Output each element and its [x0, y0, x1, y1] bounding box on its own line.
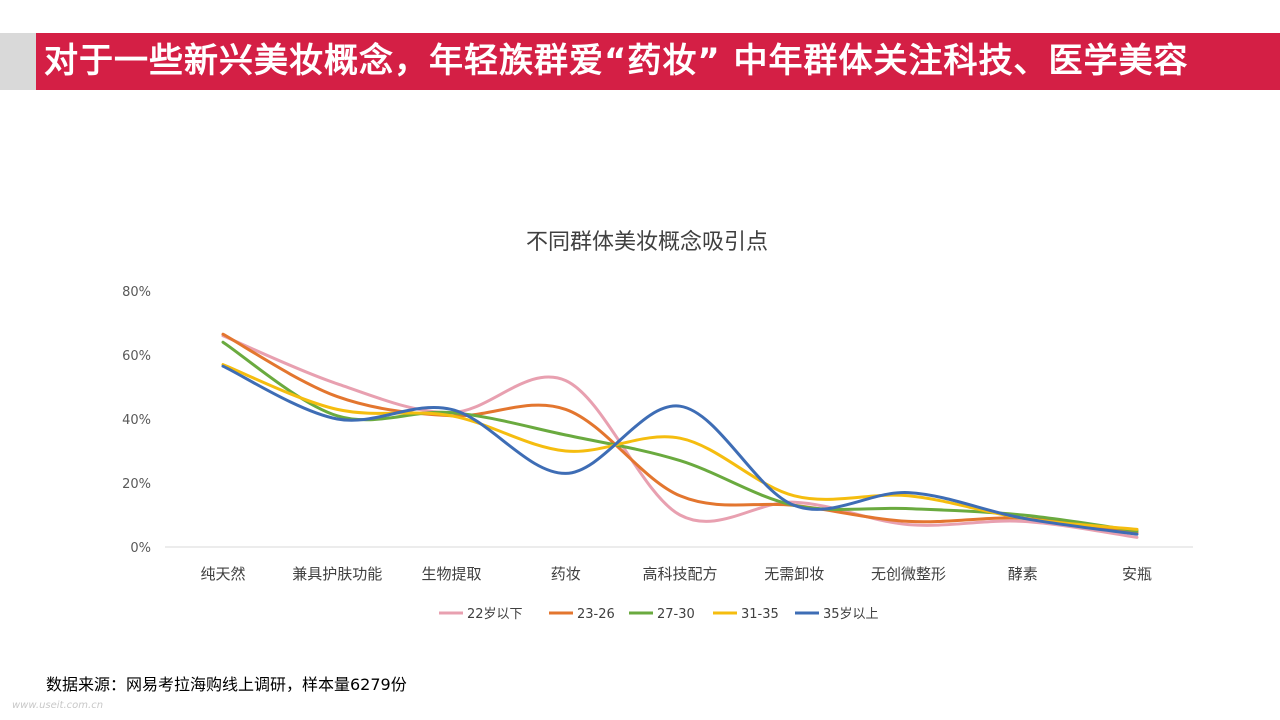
page-title: 对于一些新兴美妆概念，年轻族群爱“药妆” 中年群体关注科技、医学美容 — [44, 41, 1189, 81]
x-tick-label: 纯天然 — [200, 565, 245, 583]
legend-label: 22岁以下 — [467, 607, 523, 622]
watermark: www.useit.com.cn — [12, 700, 104, 711]
x-tick-label: 药妆 — [551, 565, 581, 583]
legend-label: 31-35 — [741, 607, 779, 622]
legend-label: 23-26 — [577, 607, 615, 622]
legend-label: 27-30 — [657, 607, 695, 622]
x-tick-label: 生物提取 — [421, 565, 481, 583]
chart-title: 不同群体美妆概念吸引点 — [526, 230, 768, 255]
series-line — [221, 332, 1139, 535]
data-source-note: 数据来源：网易考拉海购线上调研，样本量6279份 — [46, 675, 407, 694]
y-tick-label: 40% — [122, 413, 151, 428]
x-tick-label: 无创微整形 — [871, 565, 946, 583]
x-axis: 纯天然 兼具护肤功能 生物提取 药妆 高科技配方 无需卸妆 无创微整形 酵素 安瓶 — [200, 565, 1152, 583]
series-line — [221, 340, 1139, 533]
x-tick-label: 酵素 — [1008, 565, 1038, 583]
y-axis: 0% 20% 40% 60% 80% — [122, 285, 151, 556]
legend-label: 35岁以上 — [823, 607, 879, 622]
x-tick-label: 兼具护肤功能 — [292, 565, 382, 583]
y-tick-label: 20% — [122, 477, 151, 492]
header-accent-block — [0, 33, 36, 90]
series-line — [221, 364, 1139, 536]
x-tick-label: 安瓶 — [1122, 565, 1152, 583]
x-tick-label: 无需卸妆 — [764, 565, 824, 583]
chart-series — [221, 332, 1139, 539]
header-bar: 对于一些新兴美妆概念，年轻族群爱“药妆” 中年群体关注科技、医学美容 — [36, 33, 1280, 90]
chart-legend: 22岁以下 23-26 27-30 31-35 35岁以上 — [439, 607, 879, 622]
x-tick-label: 高科技配方 — [642, 565, 717, 583]
y-tick-label: 60% — [122, 349, 151, 364]
y-tick-label: 0% — [130, 541, 151, 556]
series-line — [221, 363, 1139, 531]
y-tick-label: 80% — [122, 285, 151, 300]
series-line — [221, 334, 1139, 539]
